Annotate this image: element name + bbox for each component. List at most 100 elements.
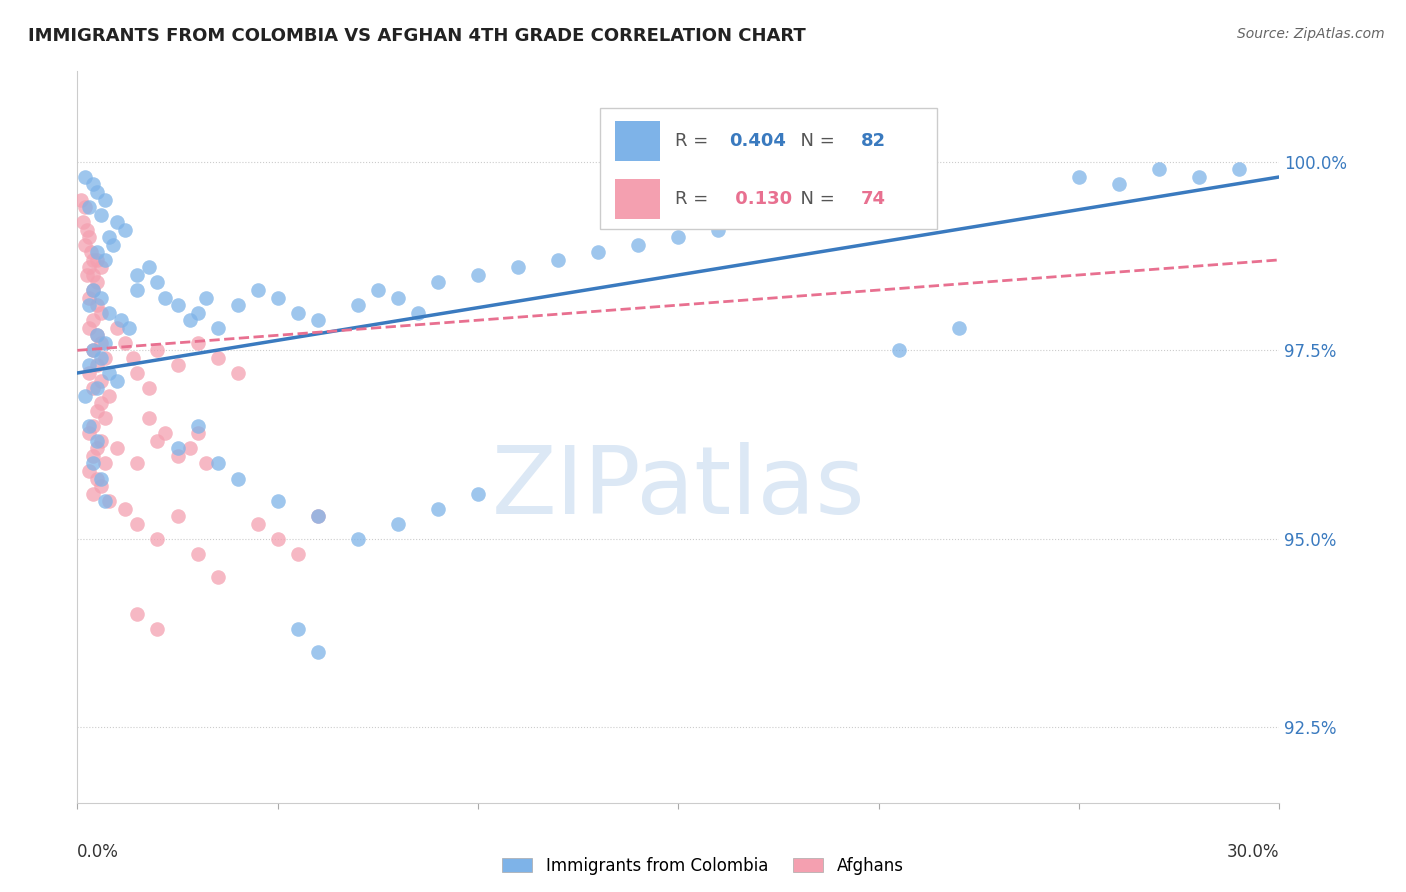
Point (82, 252, 104, 267)
Point (207, 569, 229, 583)
Point (86, 403, 108, 417)
Point (146, 623, 169, 637)
Point (82, 268, 104, 282)
Point (82, 418, 104, 433)
Point (90, 351, 112, 365)
Point (98, 366, 121, 380)
Point (1069, 169, 1091, 184)
Point (94, 411, 117, 425)
Point (90, 479, 112, 493)
Point (127, 366, 149, 380)
Point (94, 193, 117, 207)
Point (547, 252, 569, 267)
Text: R =: R = (675, 190, 714, 209)
Point (668, 230, 690, 244)
Point (127, 268, 149, 282)
Point (787, 208, 810, 222)
Point (86, 245, 108, 260)
Point (75, 200, 97, 214)
Text: IMMIGRANTS FROM COLOMBIA VS AFGHAN 4TH GRADE CORRELATION CHART: IMMIGRANTS FROM COLOMBIA VS AFGHAN 4TH G… (28, 27, 806, 45)
Point (387, 516, 409, 531)
Point (110, 313, 132, 327)
Point (86, 471, 108, 485)
Point (82, 343, 104, 358)
Point (186, 306, 209, 320)
Point (307, 313, 329, 327)
Point (1188, 169, 1211, 184)
Point (226, 471, 249, 485)
Point (287, 623, 309, 637)
Point (75, 169, 97, 184)
Point (127, 457, 149, 471)
Point (1108, 178, 1130, 192)
Point (86, 252, 108, 267)
Bar (614, 179, 661, 219)
Point (82, 343, 104, 358)
Point (114, 223, 136, 237)
Point (367, 283, 389, 297)
Point (146, 343, 169, 358)
Point (118, 320, 141, 334)
Point (588, 245, 610, 260)
Point (79, 320, 101, 334)
Point (82, 313, 104, 327)
Point (186, 418, 209, 433)
Point (76, 223, 98, 237)
Point (307, 509, 329, 524)
Point (75, 237, 97, 252)
Point (90, 335, 112, 350)
Legend: Immigrants from Colombia, Afghans: Immigrants from Colombia, Afghans (502, 856, 904, 875)
Point (427, 501, 450, 516)
Point (82, 449, 104, 463)
Point (287, 547, 309, 561)
Point (94, 457, 117, 471)
Point (86, 185, 108, 199)
Point (1229, 162, 1251, 177)
Point (267, 532, 290, 546)
Point (79, 464, 101, 478)
Point (194, 291, 217, 305)
Point (90, 434, 112, 448)
Point (82, 381, 104, 395)
Text: ZIPatlas: ZIPatlas (492, 442, 865, 534)
Point (98, 306, 121, 320)
Point (346, 532, 368, 546)
Point (82, 283, 104, 297)
Point (79, 200, 101, 214)
Point (90, 374, 112, 388)
Point (207, 351, 229, 365)
Point (868, 193, 890, 207)
Point (155, 426, 177, 441)
Point (79, 260, 101, 275)
Point (94, 335, 117, 350)
Point (1149, 162, 1171, 177)
Point (76, 268, 98, 282)
Point (72, 215, 94, 229)
Point (948, 320, 970, 334)
Point (90, 260, 112, 275)
Point (79, 359, 101, 373)
Point (166, 442, 188, 456)
Point (887, 343, 910, 358)
Point (107, 320, 129, 334)
Point (114, 501, 136, 516)
Point (127, 283, 149, 297)
Point (90, 471, 112, 485)
Point (748, 215, 770, 229)
Point (246, 516, 269, 531)
Point (90, 396, 112, 410)
Point (267, 291, 290, 305)
Point (103, 237, 125, 252)
Point (70, 193, 93, 207)
Point (179, 313, 201, 327)
Point (307, 645, 329, 659)
Point (179, 442, 201, 456)
Text: 0.130: 0.130 (728, 190, 792, 209)
Point (166, 359, 188, 373)
Point (90, 208, 112, 222)
Point (146, 434, 169, 448)
Point (107, 215, 129, 229)
Point (79, 230, 101, 244)
Point (86, 434, 108, 448)
Point (186, 547, 209, 561)
